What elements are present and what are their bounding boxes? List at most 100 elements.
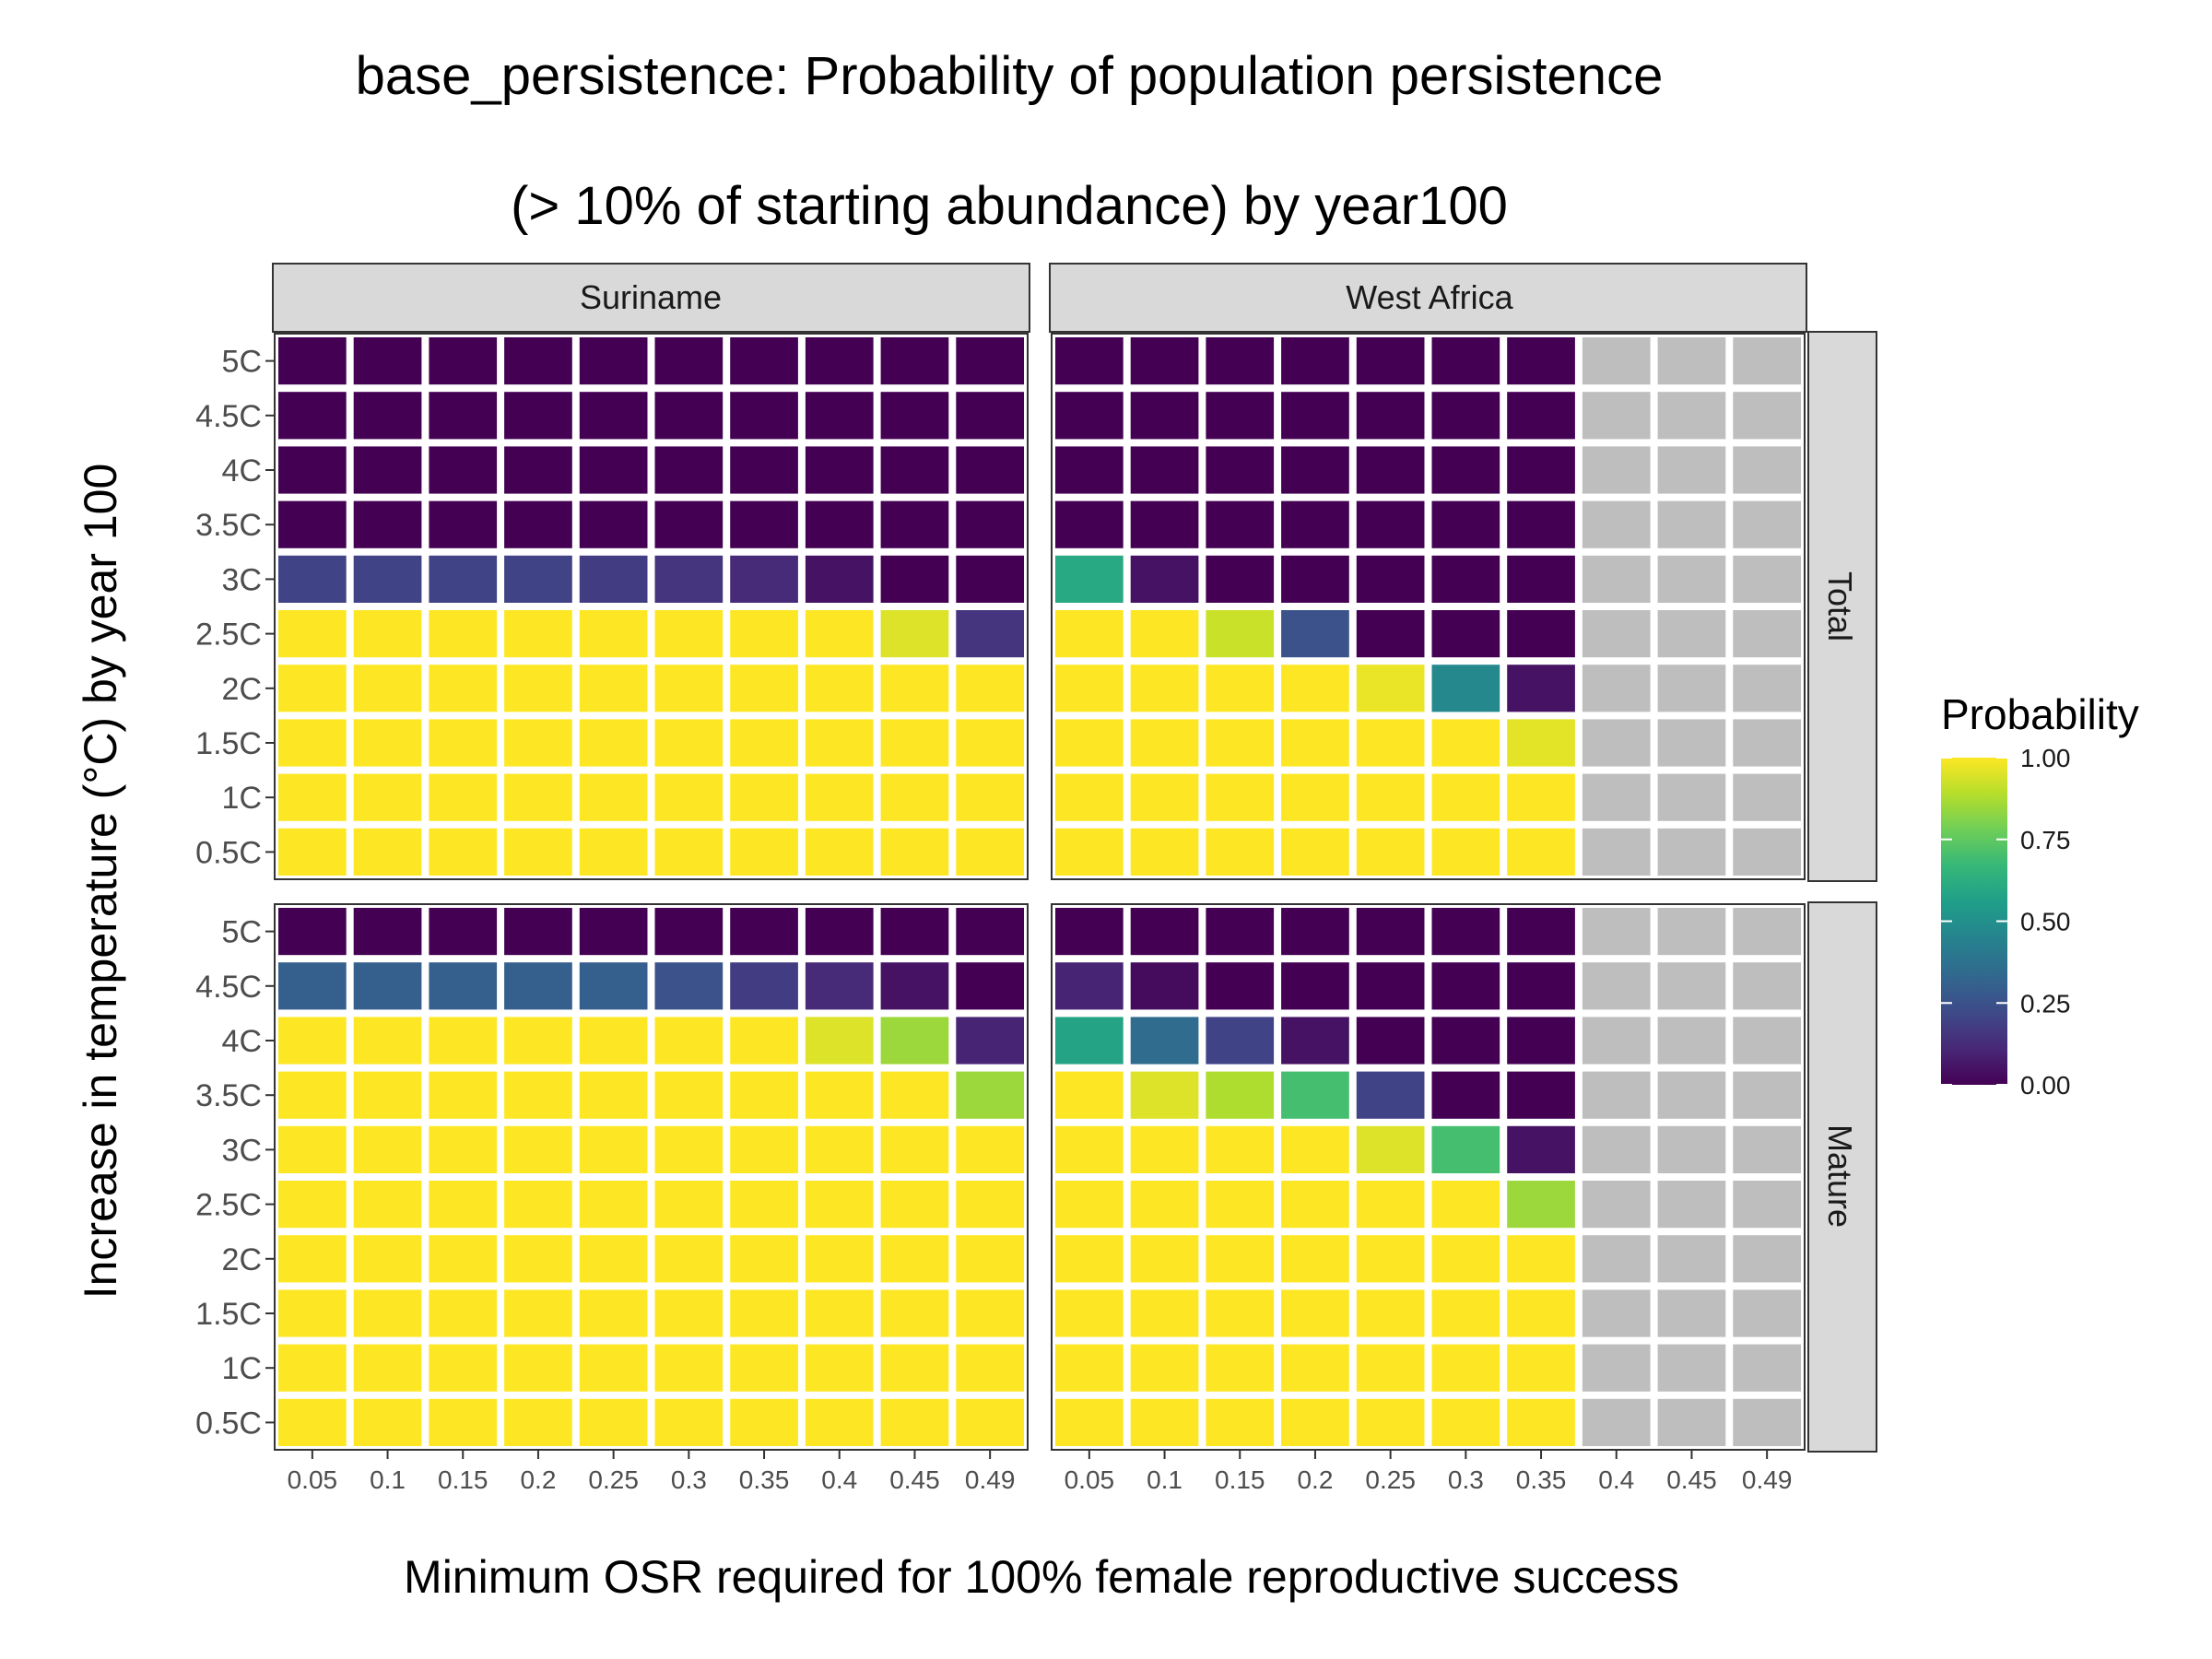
x-tick-label-west-africa-0-05: 0.05 — [1065, 1465, 1115, 1494]
tile-west-africa-mature-2-5c-0-15 — [1206, 1181, 1275, 1229]
tile-west-africa-mature-3-5c-0-05 — [1055, 1071, 1124, 1119]
tile-suriname-total-5c-0-49 — [956, 337, 1024, 385]
tile-west-africa-total-0-5c-0-49 — [1733, 828, 1801, 876]
tile-suriname-total-4c-0-25 — [579, 446, 648, 494]
tile-suriname-total-4c-0-05 — [278, 446, 347, 494]
tile-suriname-mature-1-5c-0-2 — [504, 1289, 572, 1337]
tile-west-africa-mature-1c-0-49 — [1733, 1344, 1801, 1392]
tile-west-africa-mature-4-5c-0-45 — [1657, 962, 1726, 1010]
tile-suriname-total-1-5c-0-35 — [730, 719, 798, 767]
tile-west-africa-total-4-5c-0-35 — [1507, 392, 1575, 440]
tile-suriname-total-3-5c-0-49 — [956, 500, 1024, 548]
tile-suriname-total-1c-0-3 — [654, 773, 724, 821]
tile-west-africa-total-2c-0-45 — [1657, 665, 1726, 712]
tile-west-africa-mature-4-5c-0-49 — [1733, 962, 1801, 1010]
tile-west-africa-total-5c-0-4 — [1582, 337, 1651, 385]
tile-suriname-mature-2-5c-0-15 — [429, 1181, 498, 1229]
tile-west-africa-mature-0-5c-0-45 — [1657, 1398, 1726, 1446]
tile-suriname-total-3-5c-0-3 — [654, 500, 724, 548]
tile-west-africa-total-0-5c-0-35 — [1507, 828, 1575, 876]
tile-suriname-mature-5c-0-15 — [429, 908, 498, 956]
y-tick-label-total-0-5c: 0.5C — [195, 835, 262, 870]
tile-west-africa-total-4-5c-0-05 — [1055, 392, 1124, 440]
tile-suriname-total-2-5c-0-45 — [880, 610, 949, 658]
tile-suriname-mature-3c-0-15 — [429, 1125, 498, 1173]
tile-west-africa-mature-4-5c-0-1 — [1130, 962, 1199, 1010]
tile-suriname-mature-3-5c-0-2 — [504, 1071, 572, 1119]
tile-suriname-mature-3-5c-0-49 — [956, 1071, 1024, 1119]
tile-west-africa-total-5c-0-1 — [1130, 337, 1199, 385]
tile-suriname-total-3-5c-0-4 — [805, 500, 874, 548]
tile-west-africa-mature-2c-0-25 — [1356, 1235, 1425, 1283]
tile-west-africa-total-2-5c-0-49 — [1733, 610, 1801, 658]
tile-west-africa-total-3-5c-0-45 — [1657, 500, 1726, 548]
tile-suriname-mature-4-5c-0-25 — [579, 962, 648, 1010]
tile-suriname-total-5c-0-15 — [429, 337, 498, 385]
tile-suriname-total-2-5c-0-2 — [504, 610, 572, 658]
legend-tick-label-0-50: 0.50 — [2020, 908, 2071, 936]
y-tick-label-mature-3-5c: 3.5C — [195, 1078, 262, 1113]
tile-suriname-mature-1-5c-0-3 — [654, 1289, 724, 1337]
tile-west-africa-total-3c-0-3 — [1431, 555, 1500, 603]
tile-west-africa-total-4c-0-1 — [1130, 446, 1199, 494]
tile-suriname-mature-1c-0-05 — [278, 1344, 347, 1392]
tile-west-africa-mature-1-5c-0-2 — [1281, 1289, 1349, 1337]
tile-west-africa-mature-2-5c-0-49 — [1733, 1181, 1801, 1229]
y-tick-label-mature-2c: 2C — [222, 1242, 262, 1277]
tile-suriname-total-4-5c-0-25 — [579, 392, 648, 440]
tile-west-africa-mature-3c-0-35 — [1507, 1125, 1575, 1173]
tile-suriname-mature-5c-0-45 — [880, 908, 949, 956]
tile-west-africa-total-0-5c-0-4 — [1582, 828, 1651, 876]
x-tick-label-suriname-0-1: 0.1 — [370, 1465, 406, 1494]
tile-west-africa-total-4c-0-25 — [1356, 446, 1425, 494]
tile-suriname-total-0-5c-0-25 — [579, 828, 648, 876]
x-tick-label-suriname-0-2: 0.2 — [520, 1465, 556, 1494]
tile-suriname-total-3-5c-0-2 — [504, 500, 572, 548]
tile-suriname-total-4c-0-45 — [880, 446, 949, 494]
tile-suriname-mature-2-5c-0-05 — [278, 1181, 347, 1229]
tile-suriname-total-3c-0-35 — [730, 555, 798, 603]
tile-suriname-total-4c-0-2 — [504, 446, 572, 494]
tile-suriname-total-1-5c-0-1 — [353, 719, 422, 767]
tile-suriname-total-0-5c-0-45 — [880, 828, 949, 876]
tile-suriname-total-3c-0-45 — [880, 555, 949, 603]
tile-suriname-total-4-5c-0-35 — [730, 392, 798, 440]
tile-west-africa-total-5c-0-2 — [1281, 337, 1349, 385]
tile-west-africa-total-4-5c-0-15 — [1206, 392, 1275, 440]
tile-suriname-total-3c-0-49 — [956, 555, 1024, 603]
tile-suriname-mature-4c-0-1 — [353, 1017, 422, 1065]
tile-suriname-total-0-5c-0-2 — [504, 828, 572, 876]
tile-suriname-total-1-5c-0-05 — [278, 719, 347, 767]
tile-west-africa-mature-5c-0-15 — [1206, 908, 1275, 956]
tile-west-africa-total-0-5c-0-25 — [1356, 828, 1425, 876]
tile-west-africa-mature-5c-0-35 — [1507, 908, 1575, 956]
strip-label-suriname: Suriname — [580, 278, 722, 316]
tile-west-africa-mature-2-5c-0-35 — [1507, 1181, 1575, 1229]
tile-west-africa-total-4c-0-15 — [1206, 446, 1275, 494]
tile-suriname-total-1-5c-0-15 — [429, 719, 498, 767]
tile-west-africa-mature-2-5c-0-1 — [1130, 1181, 1199, 1229]
tile-west-africa-mature-2c-0-05 — [1055, 1235, 1124, 1283]
x-tick-label-west-africa-0-35: 0.35 — [1516, 1465, 1567, 1494]
tile-west-africa-mature-2c-0-15 — [1206, 1235, 1275, 1283]
tile-suriname-mature-2c-0-3 — [654, 1235, 724, 1283]
tile-west-africa-mature-3c-0-2 — [1281, 1125, 1349, 1173]
tile-suriname-mature-1c-0-1 — [353, 1344, 422, 1392]
tile-suriname-mature-0-5c-0-2 — [504, 1398, 572, 1446]
tile-west-africa-total-2-5c-0-45 — [1657, 610, 1726, 658]
tile-suriname-total-2-5c-0-35 — [730, 610, 798, 658]
tile-west-africa-total-3-5c-0-05 — [1055, 500, 1124, 548]
tile-west-africa-total-1c-0-4 — [1582, 773, 1651, 821]
tile-suriname-total-2-5c-0-05 — [278, 610, 347, 658]
tile-suriname-mature-1c-0-4 — [805, 1344, 874, 1392]
tile-suriname-mature-4-5c-0-15 — [429, 962, 498, 1010]
tile-west-africa-mature-3c-0-45 — [1657, 1125, 1726, 1173]
tile-west-africa-mature-3c-0-4 — [1582, 1125, 1651, 1173]
tile-suriname-mature-5c-0-25 — [579, 908, 648, 956]
tile-suriname-mature-3c-0-1 — [353, 1125, 422, 1173]
tile-west-africa-total-5c-0-05 — [1055, 337, 1124, 385]
tile-west-africa-total-3-5c-0-1 — [1130, 500, 1199, 548]
tile-west-africa-mature-2c-0-49 — [1733, 1235, 1801, 1283]
tile-west-africa-mature-4-5c-0-4 — [1582, 962, 1651, 1010]
